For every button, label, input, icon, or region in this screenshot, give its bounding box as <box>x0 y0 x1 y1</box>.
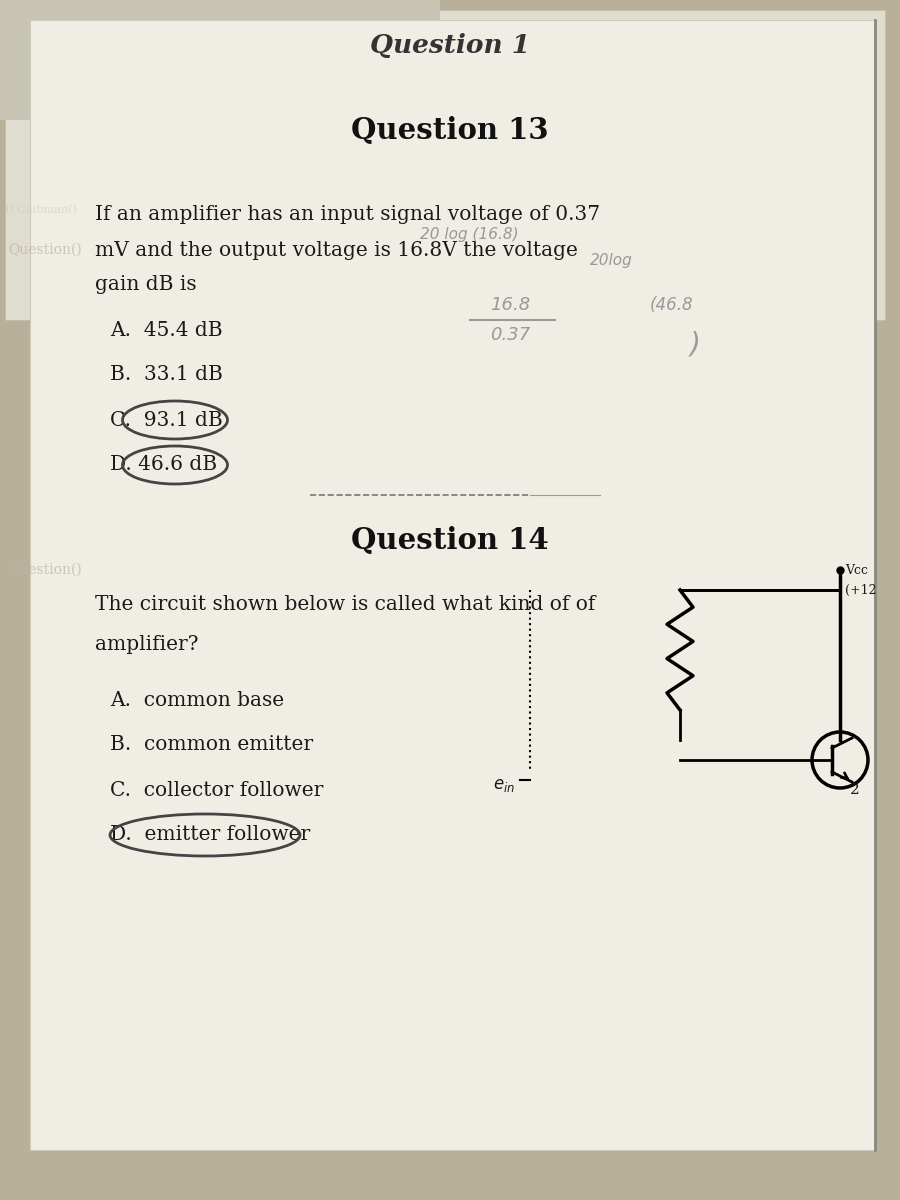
Text: 20 log (16.8): 20 log (16.8) <box>420 228 518 242</box>
FancyBboxPatch shape <box>5 10 885 320</box>
FancyBboxPatch shape <box>0 0 440 120</box>
Text: 0.37: 0.37 <box>490 326 530 344</box>
Text: If Clubman(): If Clubman() <box>5 205 76 215</box>
Text: (+12: (+12 <box>845 583 877 596</box>
Text: Question(): Question() <box>8 242 82 257</box>
Text: A.  45.4 dB: A. 45.4 dB <box>110 320 222 340</box>
Text: C.  collector follower: C. collector follower <box>110 780 323 799</box>
Text: 2: 2 <box>850 782 859 797</box>
Text: Question(): Question() <box>8 563 82 577</box>
Text: B.  33.1 dB: B. 33.1 dB <box>110 366 223 384</box>
Text: $e_{in}$: $e_{in}$ <box>493 776 515 793</box>
Text: amplifier?: amplifier? <box>95 636 199 654</box>
Text: Question 14: Question 14 <box>351 526 549 554</box>
Text: Question 1: Question 1 <box>370 32 530 58</box>
Text: ): ) <box>690 331 701 359</box>
Text: Question 13: Question 13 <box>351 115 549 144</box>
Text: Vcc: Vcc <box>845 564 868 576</box>
Text: D. 46.6 dB: D. 46.6 dB <box>110 456 217 474</box>
Text: The circuit shown below is called what kind of of: The circuit shown below is called what k… <box>95 595 596 614</box>
Text: mV and the output voltage is 16.8V the voltage: mV and the output voltage is 16.8V the v… <box>95 240 578 259</box>
Text: B.  common emitter: B. common emitter <box>110 736 313 755</box>
Text: 20log: 20log <box>590 252 633 268</box>
Text: (46.8: (46.8 <box>650 296 694 314</box>
Text: D.  emitter follower: D. emitter follower <box>110 826 310 845</box>
Text: gain dB is: gain dB is <box>95 276 196 294</box>
FancyBboxPatch shape <box>30 20 875 1150</box>
Text: A.  common base: A. common base <box>110 690 284 709</box>
Text: C.  93.1 dB: C. 93.1 dB <box>110 410 223 430</box>
Text: If an amplifier has an input signal voltage of 0.37: If an amplifier has an input signal volt… <box>95 205 600 224</box>
Text: 16.8: 16.8 <box>490 296 530 314</box>
